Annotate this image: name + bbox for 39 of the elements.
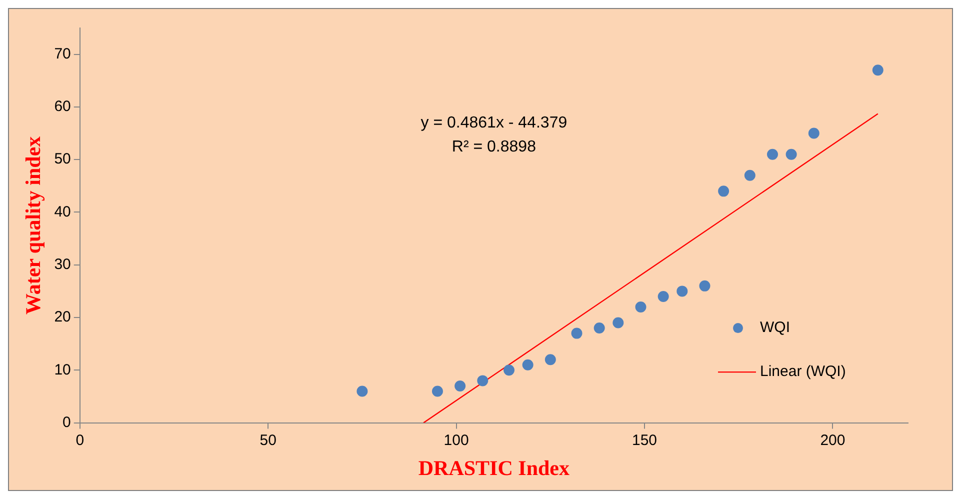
point bbox=[571, 328, 582, 339]
annotation: y = 0.4861x - 44.379 bbox=[420, 114, 568, 132]
x-tick-label: 0 bbox=[76, 432, 84, 449]
point bbox=[786, 148, 797, 160]
x-tick-label: 150 bbox=[632, 432, 658, 449]
point bbox=[699, 280, 710, 292]
point bbox=[504, 364, 514, 376]
point bbox=[477, 375, 488, 386]
y-tick-label: 20 bbox=[54, 308, 71, 326]
annotation: R² = 0.8898 bbox=[452, 138, 536, 156]
y-axis-title: Water quality index bbox=[21, 136, 46, 314]
point bbox=[356, 386, 368, 397]
y-tick-label: 60 bbox=[54, 98, 71, 116]
point bbox=[635, 301, 646, 312]
point bbox=[594, 322, 605, 334]
x-tick-label: 100 bbox=[444, 432, 469, 449]
y-tick-label: 50 bbox=[54, 150, 71, 168]
y-tick-label: 0 bbox=[62, 414, 71, 431]
legend-label: WQI bbox=[760, 319, 790, 336]
x-axis-title: DRASTIC Index bbox=[418, 456, 570, 480]
y-tick-label: 40 bbox=[54, 203, 71, 220]
point bbox=[718, 186, 730, 197]
point bbox=[676, 286, 688, 297]
x-tick-label: 50 bbox=[260, 432, 276, 449]
legend-label: Linear (WQI) bbox=[760, 363, 846, 380]
y-tick-label: 70 bbox=[54, 45, 71, 62]
point bbox=[808, 128, 820, 139]
point bbox=[454, 380, 466, 392]
point bbox=[872, 64, 884, 76]
point bbox=[612, 317, 624, 328]
point bbox=[544, 354, 556, 366]
point bbox=[744, 170, 756, 181]
point bbox=[522, 359, 534, 370]
point bbox=[658, 290, 669, 302]
y-tick-label: 10 bbox=[54, 361, 71, 378]
y-tick-label: 30 bbox=[54, 256, 71, 274]
point bbox=[766, 148, 778, 160]
x-tick-label: 200 bbox=[820, 432, 846, 449]
point bbox=[432, 386, 443, 397]
